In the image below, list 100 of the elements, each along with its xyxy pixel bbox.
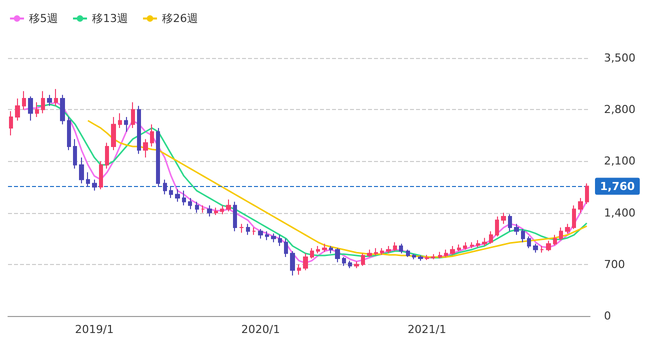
candlestick (35, 102, 39, 118)
candlestick (335, 248, 340, 263)
candlestick (124, 116, 128, 132)
y-tick-label: 2,100 (604, 154, 636, 168)
candlestick (188, 198, 192, 210)
candlestick (207, 204, 212, 217)
candlestick (438, 251, 442, 260)
candlestick (533, 243, 538, 254)
candlestick (431, 254, 435, 260)
x-tick-label: 2019/1 (74, 323, 114, 336)
candlestick (182, 190, 186, 206)
candlestick (393, 242, 397, 252)
candlestick (482, 237, 487, 246)
candlestick (585, 182, 589, 204)
y-tick-label: 1,400 (604, 206, 636, 220)
candlestick (47, 94, 52, 106)
candlestick (310, 248, 314, 260)
candlestick (239, 223, 244, 234)
candlestick (578, 198, 583, 214)
candlestick (131, 102, 135, 129)
candlestick (476, 240, 480, 248)
candlestick (527, 236, 531, 249)
line-series (87, 120, 588, 258)
candlestick (54, 88, 58, 106)
y-tick-label: 700 (604, 258, 625, 271)
candlestick (386, 245, 391, 254)
candlestick (105, 142, 109, 170)
candlestick (15, 98, 20, 122)
candlestick (214, 207, 218, 216)
candlestick (412, 254, 416, 260)
candlestick (290, 250, 295, 276)
candlestick (521, 228, 525, 243)
candlestick (143, 138, 148, 158)
legend-label: 移13週 (92, 12, 128, 25)
candlestick (553, 234, 557, 246)
candlestick (303, 252, 308, 271)
candlestick (79, 157, 84, 184)
candlestick (22, 90, 26, 110)
candlestick (508, 214, 512, 232)
candlestick (67, 116, 71, 151)
candlestick (226, 199, 231, 212)
candlestick (425, 254, 429, 260)
y-tick-label: 2,800 (604, 103, 636, 116)
candlestick (354, 260, 359, 269)
candlestick (342, 256, 346, 266)
candlestick (265, 230, 269, 241)
candlestick (28, 96, 33, 122)
candlestick (41, 90, 45, 114)
candlestick (163, 179, 167, 195)
candlestick (546, 240, 551, 252)
candlestick (246, 223, 250, 236)
candlestick (60, 94, 65, 125)
candlestick (495, 216, 499, 237)
candlestick (9, 110, 13, 136)
candlestick (175, 188, 180, 202)
candlestick (284, 238, 288, 258)
candlestick (565, 223, 570, 234)
candlestick (418, 255, 423, 262)
candlestick (278, 234, 282, 246)
candlestick (514, 223, 519, 236)
candlestick (444, 249, 448, 258)
candlestick (374, 248, 378, 256)
candlestick (489, 230, 493, 244)
y-tick-label: 3,500 (604, 52, 636, 64)
candlestick (111, 116, 116, 151)
candlestick (399, 243, 403, 254)
candlestick (316, 245, 320, 254)
candlestick (361, 252, 365, 266)
candlestick (559, 227, 563, 241)
candlestick (92, 179, 97, 192)
candlestick (322, 243, 327, 252)
candlestick (258, 228, 263, 240)
candlestick (150, 124, 154, 147)
candlestick (271, 232, 276, 243)
candlestick (195, 201, 199, 214)
candlestick (470, 242, 474, 249)
candlestick (252, 227, 256, 236)
x-tick-label: 2020/1 (241, 323, 280, 336)
candlestick (169, 186, 173, 199)
candlestick (457, 244, 461, 252)
candlestick (118, 112, 122, 129)
candlestick (572, 204, 576, 230)
y-tick-label: 0 (604, 310, 611, 322)
candlestick (73, 138, 77, 170)
candlestick (99, 160, 103, 190)
candlestick (540, 245, 544, 254)
candlestick (329, 245, 333, 254)
candlestick (201, 204, 205, 214)
x-tick-label: 2021/1 (408, 323, 446, 336)
ref-line-label: 1,760 (600, 180, 636, 193)
legend-label: 移26週 (162, 12, 198, 25)
candlestick (297, 264, 301, 276)
candlestick (220, 204, 224, 215)
candlestick (348, 260, 352, 269)
candlestick (501, 212, 506, 224)
candlestick (233, 201, 237, 232)
candlestick (463, 242, 467, 250)
candlestick (137, 105, 141, 154)
candlestick (380, 248, 384, 256)
candlestick (156, 128, 160, 188)
